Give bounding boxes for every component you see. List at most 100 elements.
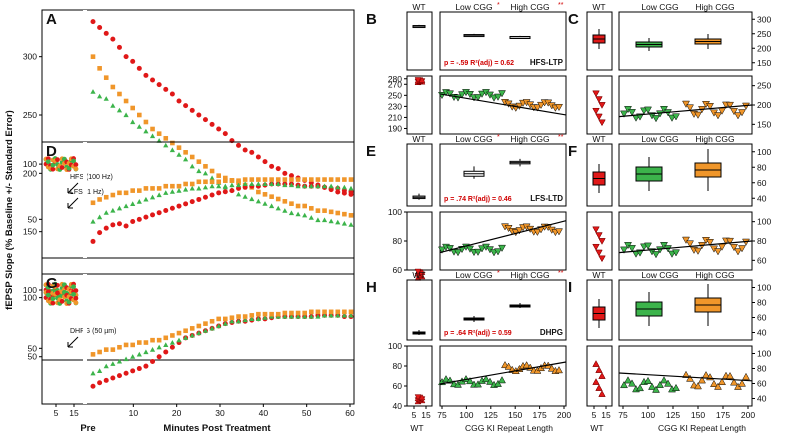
stat-label: p = .64 R²(adj) = 0.59 <box>444 330 512 337</box>
low-cgg-point <box>130 201 136 206</box>
y-tick-label: 150 <box>757 119 771 129</box>
low-cgg-scatter-point <box>498 376 506 384</box>
low-cgg-point <box>302 183 308 189</box>
y-tick-label: 150 <box>23 227 37 237</box>
baseline-point <box>59 165 65 170</box>
wt-box-frame <box>586 143 613 207</box>
high-cgg-point <box>176 145 182 150</box>
high-cgg-point <box>103 347 109 352</box>
high-cgg-point <box>163 136 169 141</box>
wt-point <box>136 366 142 372</box>
y-tick-label: 250 <box>757 81 771 91</box>
high-cgg-point <box>322 177 327 182</box>
panel-b: B WT Low CGG * High CGG ** p = -.59 R²(adj) = … <box>366 2 567 135</box>
high-cgg-point <box>335 177 341 182</box>
x-axis-title-wt-c: WT <box>590 423 603 433</box>
low-cgg-scatter-point <box>474 380 482 388</box>
low-cgg-point <box>321 183 328 189</box>
y-tick-label: 190 <box>388 123 402 133</box>
low-cgg-point <box>335 184 341 190</box>
low-cgg-point <box>242 317 248 323</box>
panel-e: E WT Low CGG * High CGG ** p = .74 R²(adj) = 0… <box>366 134 567 281</box>
low-cgg-scatter-point <box>494 93 502 101</box>
low-cgg-point <box>328 218 334 224</box>
low-cgg-point <box>90 89 96 94</box>
low-cgg-scatter-point <box>644 106 652 114</box>
panel-letter: B <box>366 11 377 28</box>
low-cgg-point <box>116 358 123 364</box>
high-cgg-point <box>176 183 182 189</box>
high-cgg-scatter-point <box>734 248 742 256</box>
high-cgg-point <box>302 203 307 209</box>
panel-f: F WT Low CGG High CGG 40 60 80 100 60 80 100 <box>568 134 771 271</box>
low-cgg-scatter-point <box>482 375 490 383</box>
wt-box-frame <box>586 279 613 341</box>
wt-point <box>183 103 189 109</box>
wt-point <box>97 230 103 236</box>
high-cgg-point <box>143 340 149 345</box>
low-cgg-point <box>302 313 308 319</box>
x-tick-label: 5 <box>412 410 417 420</box>
group-label-wt: WT <box>412 134 425 144</box>
wt-point <box>189 199 195 205</box>
wt-point <box>163 86 169 92</box>
y-tick-label: 300 <box>23 52 37 62</box>
high-cgg-point <box>90 200 96 206</box>
high-cgg-scatter-point <box>555 228 563 236</box>
wt-scatter-point <box>598 119 606 127</box>
group-label-high: High CGG <box>510 270 549 280</box>
wt-point <box>116 373 122 379</box>
panel-letter: A <box>46 11 57 28</box>
low-cgg-point <box>341 184 347 190</box>
low-cgg-point <box>149 194 156 200</box>
low-cgg-point <box>110 361 116 366</box>
high-cgg-scatter-point <box>682 370 690 378</box>
high-cgg-point <box>189 181 195 187</box>
wt-scatter-point <box>595 249 603 257</box>
high-cgg-point <box>262 311 268 317</box>
wt-point <box>163 207 169 213</box>
high-cgg-point <box>315 208 321 213</box>
wt-point <box>183 201 189 207</box>
low-cgg-point <box>176 188 182 193</box>
y-tick-label: 40 <box>757 394 767 404</box>
y-tick-label: 250 <box>757 29 771 39</box>
low-cgg-point <box>202 328 209 333</box>
high-cgg-point <box>236 314 241 319</box>
wt-point <box>130 219 136 225</box>
low-cgg-scatter-point <box>672 113 680 121</box>
y-tick-label: 230 <box>388 101 402 111</box>
wt-point <box>335 189 341 195</box>
wt-point <box>130 58 136 64</box>
panel-frame <box>41 9 355 361</box>
high-cgg-scatter-point <box>718 377 726 386</box>
wt-point <box>196 112 202 118</box>
wt-scatter-point <box>592 226 600 234</box>
low-cgg-point <box>183 335 189 340</box>
y-tick-label: 100 <box>388 207 402 217</box>
low-cgg-point <box>242 194 248 199</box>
cgg-box-frame <box>439 143 567 207</box>
low-cgg-point <box>90 370 96 376</box>
high-cgg-point <box>156 186 162 191</box>
regression-line <box>618 372 753 382</box>
low-cgg-point <box>183 186 189 192</box>
group-label-high: High CGG <box>695 2 734 12</box>
y-tick-label: 200 <box>757 100 771 110</box>
high-cgg-scatter-point <box>694 111 702 119</box>
high-cgg-point <box>103 194 109 200</box>
high-cgg-point <box>256 177 261 182</box>
high-cgg-scatter-point <box>710 379 718 387</box>
y-tick-label: 150 <box>757 58 771 68</box>
wt-point <box>90 19 96 25</box>
x-tick-label: 175 <box>716 410 730 420</box>
y-tick-label: 250 <box>23 110 37 120</box>
wt-point <box>242 147 248 153</box>
low-cgg-point <box>103 210 109 215</box>
high-cgg-point <box>322 309 327 315</box>
high-cgg-scatter-point <box>726 237 734 245</box>
low-cgg-scatter-point <box>628 109 636 117</box>
y-tick-label: 100 <box>757 349 771 359</box>
group-label-low: Low CGG <box>641 270 678 280</box>
